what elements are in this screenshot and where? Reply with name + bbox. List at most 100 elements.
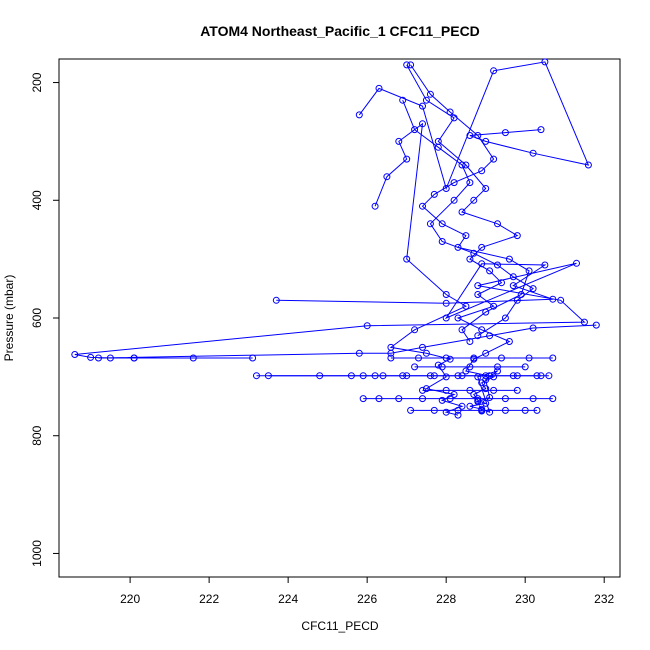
series-layer — [71, 58, 600, 419]
data-point — [486, 408, 494, 416]
data-point — [450, 391, 458, 398]
data-point — [482, 349, 490, 357]
data-point — [272, 296, 280, 304]
data-point — [494, 363, 501, 371]
data-point — [478, 243, 486, 251]
series-10 — [387, 354, 557, 362]
data-point — [450, 179, 458, 187]
data-point — [419, 202, 426, 210]
x-tick-label: 220 — [120, 592, 140, 606]
data-point — [426, 220, 434, 228]
data-point — [450, 196, 458, 204]
data-point — [446, 355, 454, 363]
data-point — [474, 291, 482, 298]
data-point — [466, 402, 474, 410]
data-point — [458, 161, 466, 169]
data-point — [501, 314, 509, 322]
data-point — [501, 395, 509, 403]
data-point — [375, 395, 383, 403]
data-point — [430, 406, 438, 414]
data-point — [454, 314, 462, 322]
data-point — [592, 321, 600, 329]
data-point — [490, 373, 498, 381]
data-point — [482, 308, 490, 316]
data-point — [95, 354, 102, 362]
data-point — [529, 149, 537, 157]
data-point — [438, 363, 446, 371]
data-point — [486, 267, 494, 275]
x-axis-label: CFC11_PECD — [301, 619, 378, 633]
data-point — [462, 367, 470, 375]
data-point — [513, 296, 521, 304]
data-point — [403, 61, 411, 69]
y-axis: 200 400 600 800 1000 — [30, 72, 60, 567]
data-point — [426, 90, 434, 98]
data-point — [537, 126, 545, 134]
data-point — [253, 372, 260, 380]
data-point — [470, 391, 478, 398]
data-point — [466, 386, 474, 394]
data-point — [466, 132, 474, 139]
data-point — [442, 354, 450, 362]
data-point — [525, 267, 533, 275]
data-point — [395, 395, 403, 403]
y-tick-label: 600 — [30, 308, 44, 328]
data-point — [419, 386, 426, 394]
data-point — [363, 322, 371, 330]
series-2 — [371, 120, 470, 419]
data-point — [359, 395, 367, 403]
data-point — [482, 399, 490, 407]
data-point — [422, 96, 430, 104]
series-13 — [419, 386, 521, 394]
data-point — [533, 372, 541, 380]
data-point — [466, 338, 474, 345]
data-point — [486, 332, 494, 340]
data-point — [513, 386, 521, 394]
data-point — [442, 373, 450, 381]
data-point — [442, 291, 450, 298]
data-point — [474, 395, 482, 403]
data-point — [442, 386, 450, 394]
data-point — [529, 395, 537, 403]
data-point — [458, 326, 466, 334]
data-point — [407, 406, 415, 414]
data-point — [442, 299, 450, 307]
data-point — [446, 108, 454, 116]
data-point — [387, 349, 395, 357]
x-tick-label: 226 — [357, 592, 377, 606]
data-point — [422, 385, 430, 393]
x-tick-label: 224 — [278, 592, 298, 606]
series-line — [410, 64, 530, 342]
y-tick-label: 800 — [30, 425, 44, 445]
data-point — [466, 255, 474, 263]
data-point — [513, 372, 521, 380]
data-point — [584, 161, 592, 169]
data-point — [478, 260, 486, 268]
data-point — [521, 406, 529, 414]
data-point — [454, 406, 462, 414]
data-point — [466, 363, 474, 371]
data-point — [442, 408, 450, 416]
y-tick-label: 1000 — [30, 540, 44, 567]
y-tick-label: 400 — [30, 190, 44, 210]
data-point — [549, 395, 557, 403]
data-point — [454, 411, 462, 419]
series-11 — [359, 395, 557, 403]
data-point — [355, 349, 363, 357]
data-point — [494, 261, 501, 269]
data-point — [490, 386, 498, 394]
data-point — [541, 58, 549, 66]
data-point — [399, 96, 407, 104]
y-tick-label: 200 — [30, 72, 44, 92]
data-point — [442, 314, 450, 322]
data-point — [71, 351, 79, 358]
data-point — [482, 376, 490, 384]
data-point — [415, 354, 422, 362]
series-line — [98, 324, 597, 359]
data-point — [446, 395, 454, 403]
data-point — [403, 372, 411, 380]
series-5 — [95, 321, 600, 362]
data-point — [355, 111, 363, 119]
data-point — [438, 238, 446, 245]
